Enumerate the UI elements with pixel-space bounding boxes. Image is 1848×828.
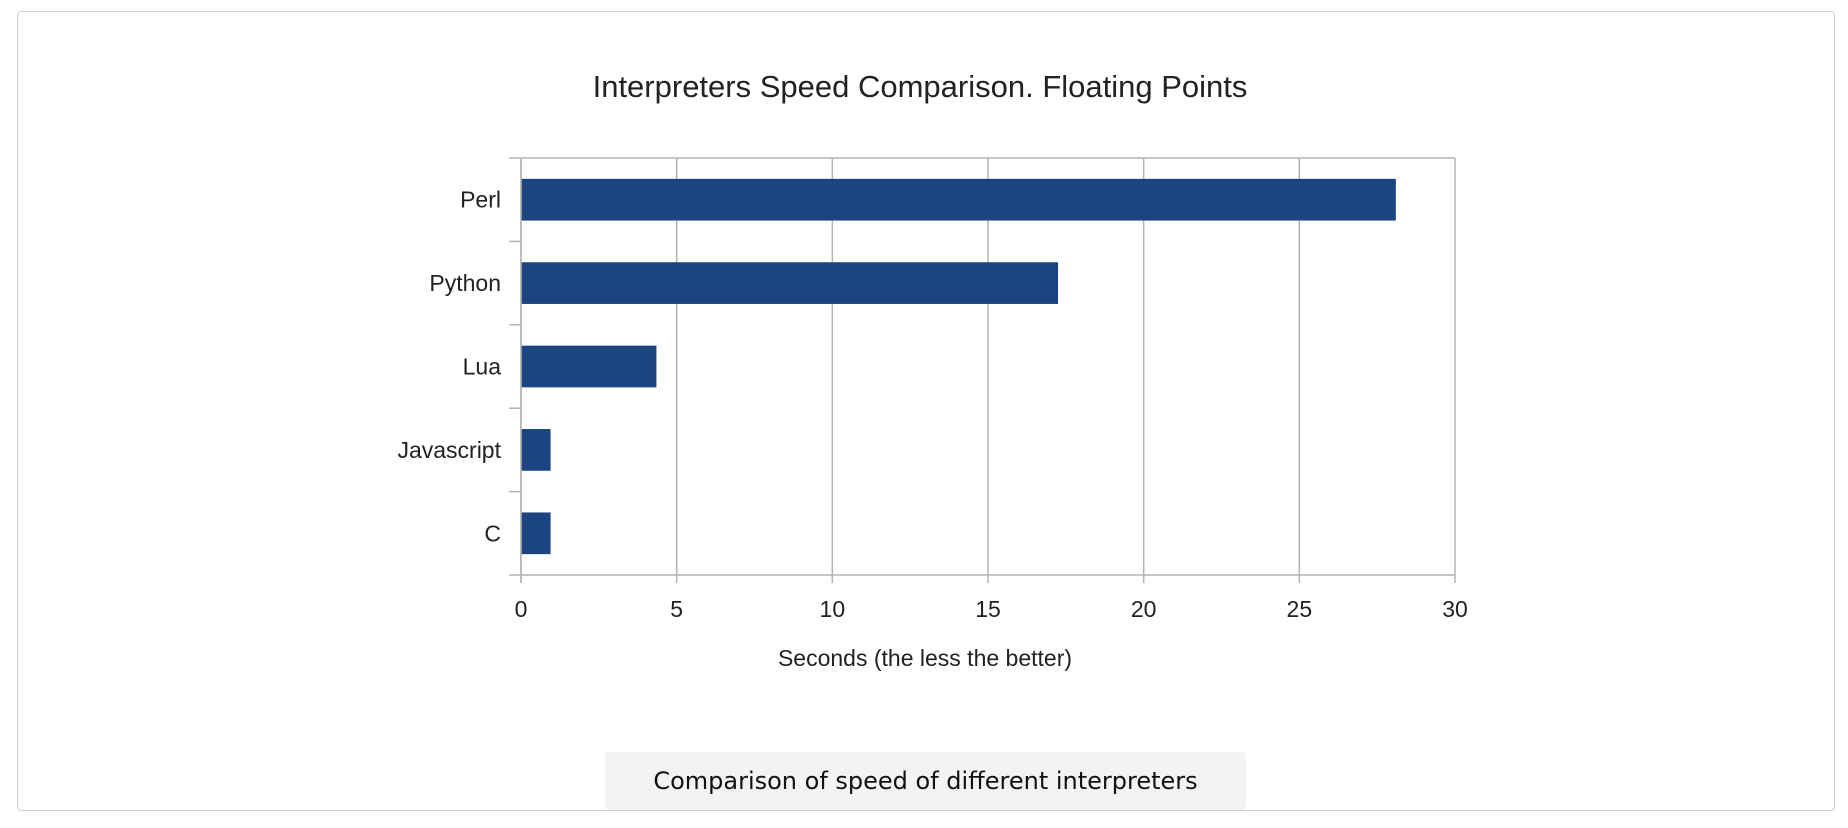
category-label-javascript: Javascript bbox=[397, 437, 501, 463]
bar-python bbox=[521, 262, 1059, 304]
category-label-lua: Lua bbox=[463, 354, 502, 380]
chart-container bbox=[17, 11, 1835, 811]
category-label-perl: Perl bbox=[460, 187, 501, 213]
x-axis-label: Seconds (the less the better) bbox=[778, 645, 1072, 671]
x-tick-label-6: 30 bbox=[1442, 596, 1468, 622]
x-tick-label-5: 25 bbox=[1287, 596, 1313, 622]
chart-title: Interpreters Speed Comparison. Floating … bbox=[593, 69, 1248, 104]
category-label-c: C bbox=[484, 520, 501, 546]
x-tick-labels: 0 5 10 15 20 25 30 bbox=[515, 596, 1468, 622]
category-label-python: Python bbox=[429, 270, 501, 296]
bar-lua bbox=[521, 345, 657, 388]
figure-caption: Comparison of speed of different interpr… bbox=[605, 752, 1246, 810]
bar-javascript bbox=[521, 429, 551, 471]
x-tick-label-4: 20 bbox=[1131, 596, 1157, 622]
x-tick-label-0: 0 bbox=[515, 596, 528, 622]
bar-c bbox=[521, 512, 551, 555]
x-tick-label-2: 10 bbox=[820, 596, 846, 622]
x-tick-label-3: 15 bbox=[975, 596, 1001, 622]
bar-perl bbox=[521, 178, 1396, 221]
category-labels: Perl Python Lua Javascript C bbox=[397, 187, 501, 547]
x-tick-label-1: 5 bbox=[670, 596, 683, 622]
bars bbox=[521, 178, 1396, 555]
